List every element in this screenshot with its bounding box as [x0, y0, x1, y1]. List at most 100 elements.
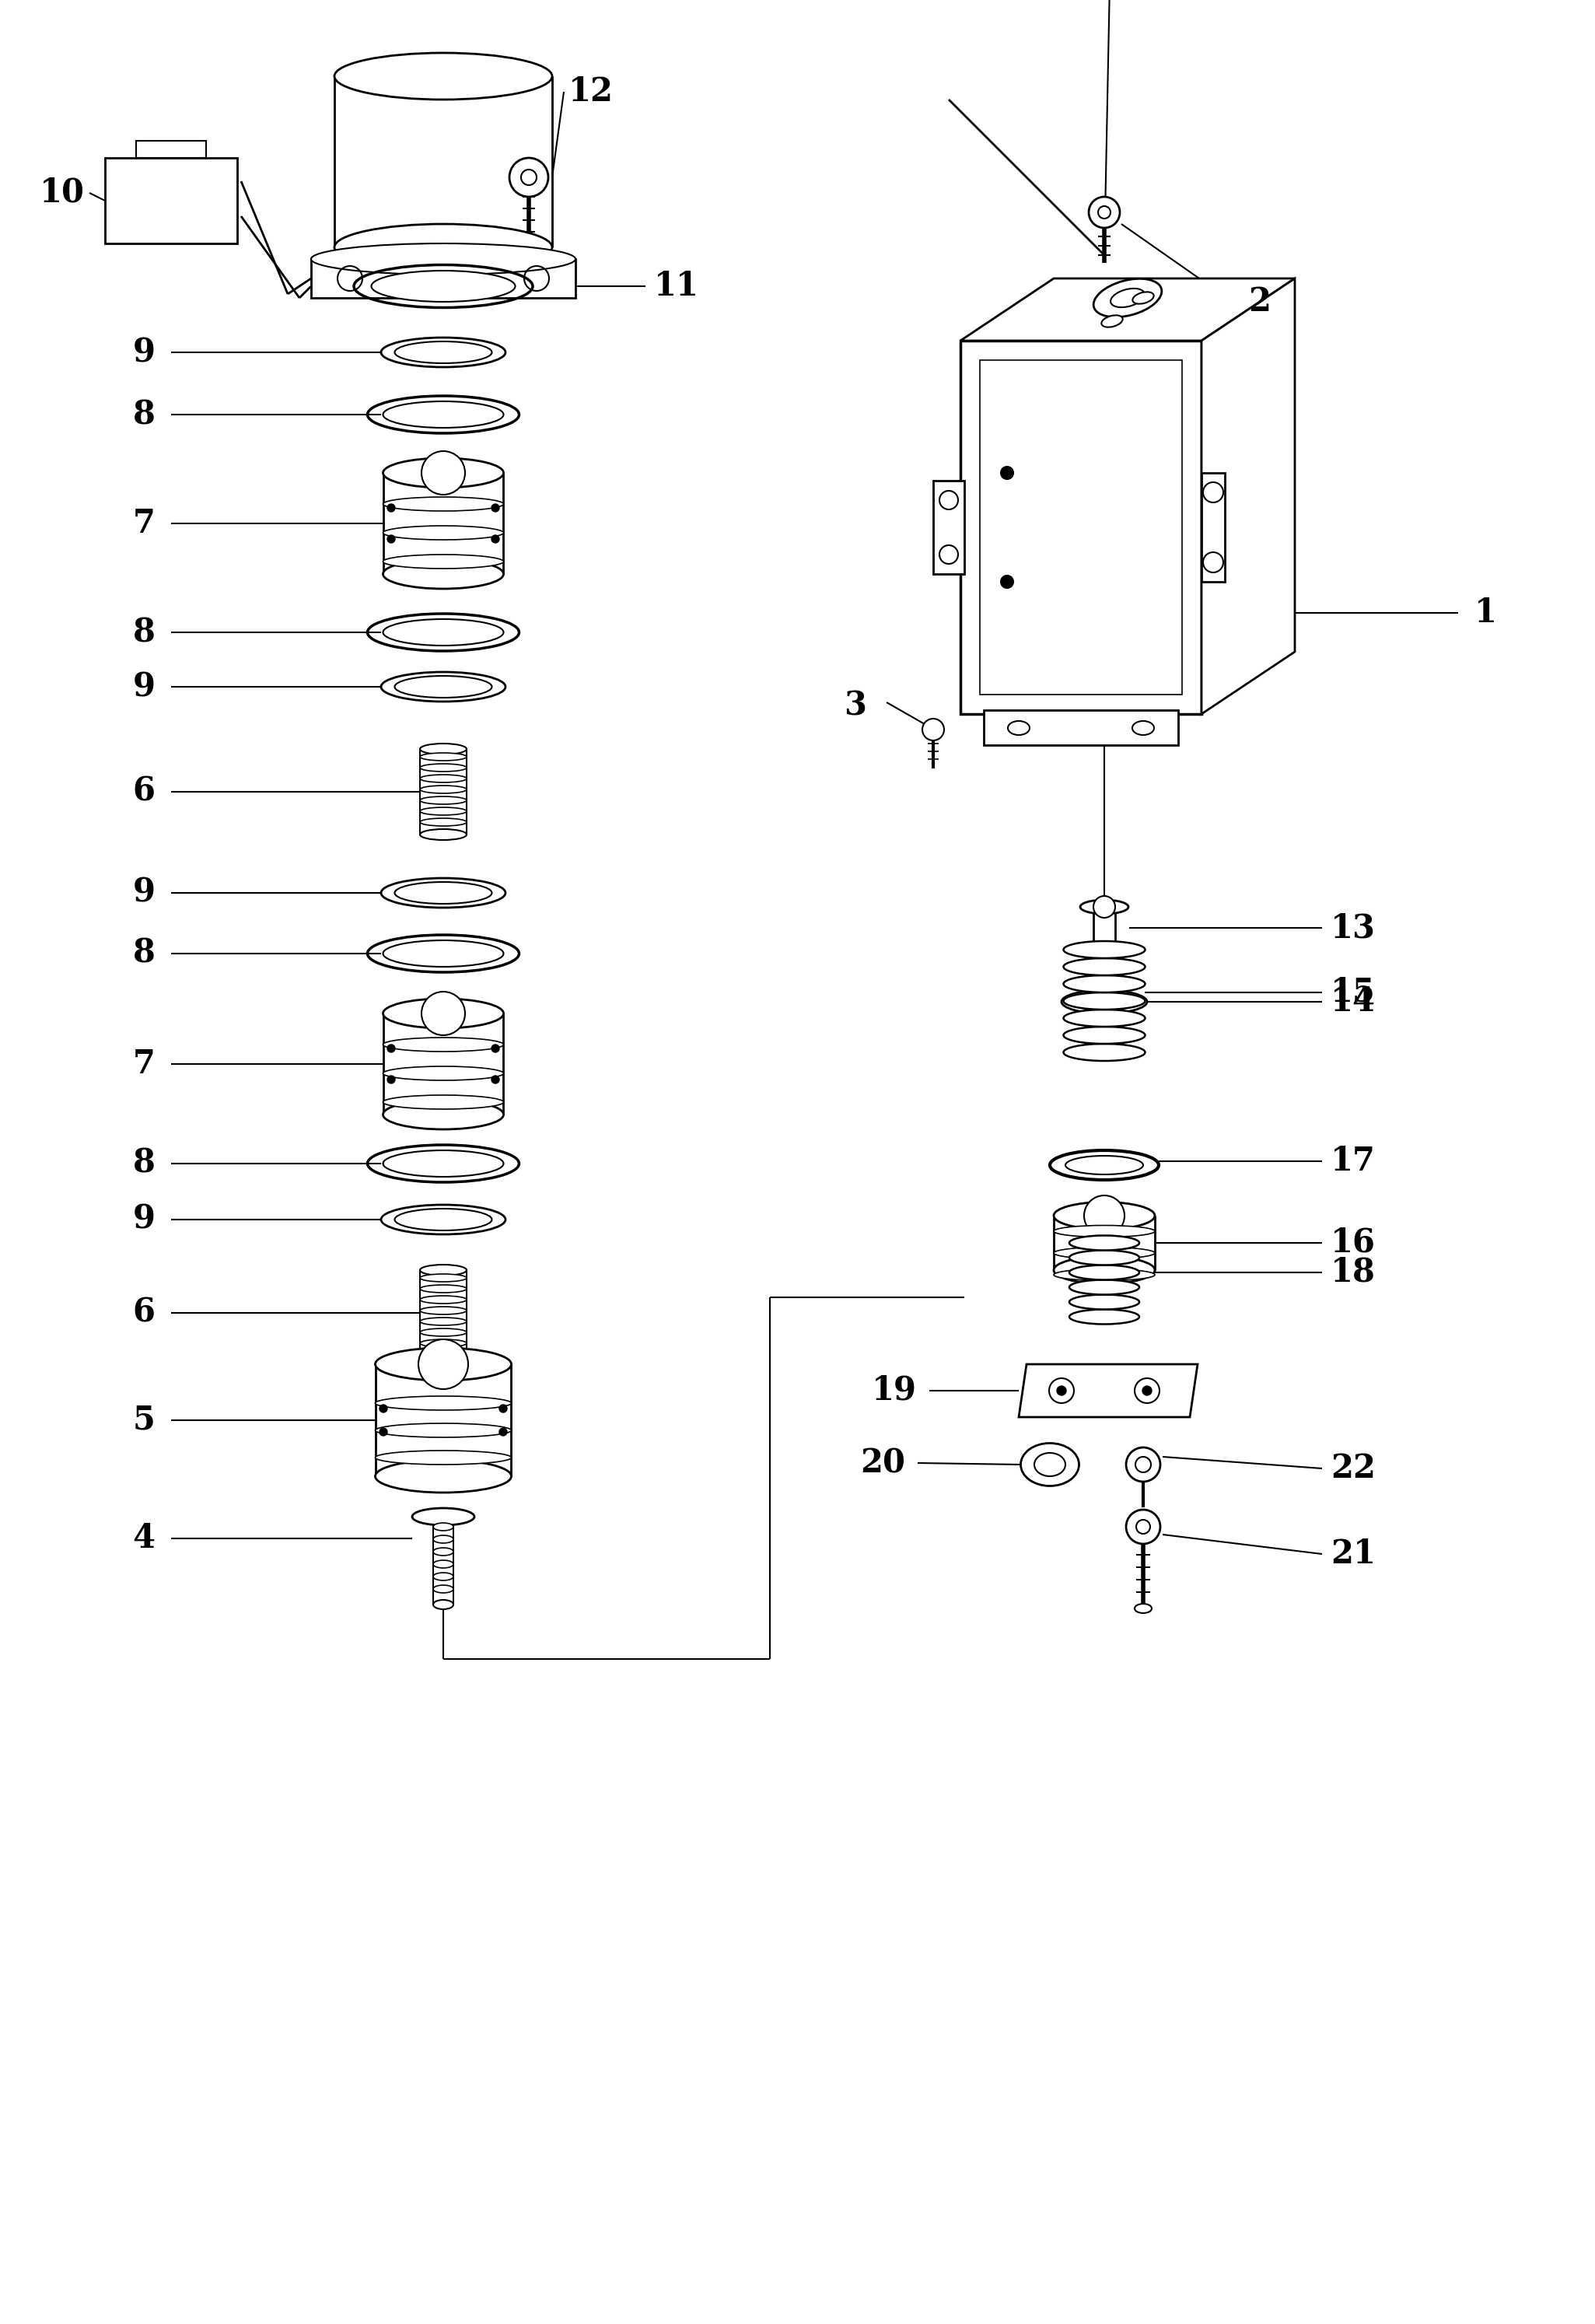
Ellipse shape: [394, 1208, 491, 1229]
Ellipse shape: [419, 1339, 467, 1348]
Ellipse shape: [1054, 1225, 1155, 1236]
Ellipse shape: [1069, 1308, 1139, 1325]
Ellipse shape: [434, 1536, 453, 1543]
Text: 14: 14: [1330, 985, 1376, 1018]
Text: 3: 3: [844, 690, 866, 723]
Polygon shape: [1201, 279, 1295, 713]
Bar: [960, 342, 1201, 713]
Circle shape: [1057, 1385, 1065, 1394]
Polygon shape: [960, 279, 1295, 342]
Ellipse shape: [383, 1150, 504, 1176]
Ellipse shape: [1134, 1604, 1152, 1613]
Ellipse shape: [383, 1067, 504, 1081]
Text: 9: 9: [132, 337, 155, 370]
Ellipse shape: [1008, 720, 1030, 734]
Text: 7: 7: [132, 1048, 155, 1081]
Ellipse shape: [419, 1318, 467, 1325]
Ellipse shape: [434, 1599, 453, 1608]
Ellipse shape: [375, 1348, 512, 1380]
Ellipse shape: [419, 797, 467, 804]
Ellipse shape: [1078, 995, 1129, 1009]
Ellipse shape: [375, 1397, 512, 1411]
Ellipse shape: [335, 53, 552, 100]
Ellipse shape: [383, 560, 504, 588]
Ellipse shape: [1054, 1269, 1155, 1281]
Text: 21: 21: [1330, 1538, 1376, 1571]
Ellipse shape: [1064, 1043, 1145, 1060]
Ellipse shape: [1132, 720, 1155, 734]
Circle shape: [1050, 1378, 1073, 1404]
Ellipse shape: [1110, 288, 1145, 307]
Circle shape: [1136, 1457, 1152, 1473]
Ellipse shape: [383, 497, 504, 511]
Circle shape: [491, 504, 499, 511]
Ellipse shape: [419, 753, 467, 760]
Text: 4: 4: [132, 1522, 155, 1555]
Text: 20: 20: [860, 1446, 906, 1480]
Ellipse shape: [1102, 316, 1123, 328]
Ellipse shape: [394, 342, 491, 363]
Bar: [311, 258, 576, 297]
Circle shape: [1094, 897, 1115, 918]
Ellipse shape: [311, 244, 576, 274]
Circle shape: [418, 1339, 469, 1390]
Text: 6: 6: [132, 776, 155, 809]
Circle shape: [380, 1404, 388, 1413]
Circle shape: [380, 1427, 388, 1436]
Text: 12: 12: [568, 74, 614, 109]
Ellipse shape: [383, 1037, 504, 1050]
Text: 13: 13: [1330, 911, 1375, 944]
Circle shape: [491, 535, 499, 544]
Text: 16: 16: [1330, 1227, 1376, 1260]
Bar: [984, 711, 1179, 746]
Bar: [979, 360, 1182, 695]
Ellipse shape: [419, 806, 467, 816]
Ellipse shape: [394, 883, 491, 904]
Text: 10: 10: [40, 177, 85, 209]
Ellipse shape: [1080, 957, 1128, 971]
Ellipse shape: [383, 525, 504, 539]
Ellipse shape: [419, 1264, 467, 1276]
Ellipse shape: [434, 1585, 453, 1592]
Ellipse shape: [419, 774, 467, 783]
Circle shape: [388, 535, 396, 544]
Ellipse shape: [1064, 1009, 1145, 1027]
Ellipse shape: [1021, 1443, 1078, 1485]
Text: 15: 15: [1330, 976, 1375, 1009]
Ellipse shape: [375, 1422, 512, 1436]
Text: 18: 18: [1330, 1255, 1375, 1290]
Ellipse shape: [383, 1099, 504, 1129]
Ellipse shape: [434, 1573, 453, 1580]
Ellipse shape: [1065, 1155, 1144, 1174]
Ellipse shape: [383, 999, 504, 1027]
Ellipse shape: [1064, 1027, 1145, 1043]
Ellipse shape: [1132, 293, 1153, 304]
Ellipse shape: [1069, 1264, 1139, 1281]
Ellipse shape: [419, 1274, 467, 1283]
Text: 11: 11: [654, 270, 699, 302]
Ellipse shape: [375, 1459, 512, 1492]
Circle shape: [1126, 1511, 1160, 1543]
Ellipse shape: [1094, 279, 1161, 316]
Circle shape: [421, 451, 466, 495]
Ellipse shape: [383, 1095, 504, 1109]
Text: 5: 5: [132, 1404, 155, 1436]
Circle shape: [1126, 1448, 1160, 1483]
Ellipse shape: [419, 818, 467, 825]
Text: 6: 6: [132, 1297, 155, 1329]
Ellipse shape: [1069, 1294, 1139, 1308]
Ellipse shape: [419, 1329, 467, 1336]
Text: 2: 2: [1249, 286, 1271, 318]
Ellipse shape: [394, 676, 491, 697]
Text: 8: 8: [132, 397, 155, 430]
Circle shape: [1134, 1378, 1160, 1404]
Ellipse shape: [1080, 899, 1128, 913]
Bar: [105, 158, 238, 244]
Bar: [1201, 472, 1225, 581]
Ellipse shape: [1064, 992, 1145, 1009]
Ellipse shape: [383, 458, 504, 488]
Ellipse shape: [419, 1350, 467, 1362]
Circle shape: [509, 158, 549, 198]
Ellipse shape: [1064, 976, 1145, 992]
Ellipse shape: [1054, 1248, 1155, 1260]
